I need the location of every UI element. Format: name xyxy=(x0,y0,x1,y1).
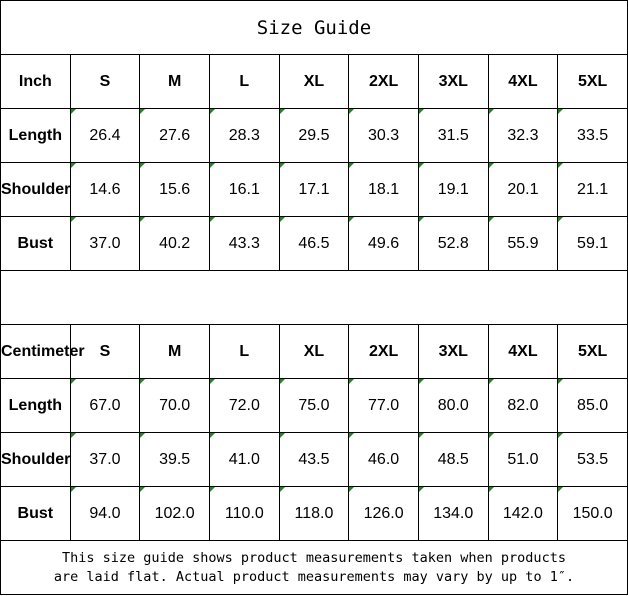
measurement-cell: 21.1 xyxy=(557,162,628,217)
size-header: 2XL xyxy=(348,54,419,109)
row-label: Length xyxy=(0,378,71,433)
footer-line-2: are laid flat. Actual product measuremen… xyxy=(53,568,575,585)
measurement-cell: 52.8 xyxy=(417,216,489,271)
measurement-cell: 33.5 xyxy=(557,108,628,163)
size-header: 2XL xyxy=(348,324,419,379)
measurement-cell: 59.1 xyxy=(557,216,628,271)
measurement-cell: 82.0 xyxy=(487,378,559,433)
table-row: Shoulder 14.6 15.6 16.1 17.1 18.1 19.1 20.1 21.1 xyxy=(0,162,628,217)
size-header: M xyxy=(139,324,210,379)
footer-line-1: This size guide shows product measuremen… xyxy=(62,549,566,566)
measurement-cell: 46.5 xyxy=(278,216,350,271)
size-guide-title: Size Guide xyxy=(0,0,628,55)
size-header: 3XL xyxy=(417,54,489,109)
measurement-cell: 39.5 xyxy=(139,432,210,487)
measurement-cell: 118.0 xyxy=(278,486,350,541)
measurement-cell: 102.0 xyxy=(139,486,210,541)
measurement-cell: 37.0 xyxy=(69,216,141,271)
measurement-cell: 27.6 xyxy=(139,108,210,163)
measurement-cell: 46.0 xyxy=(348,432,419,487)
measurement-cell: 14.6 xyxy=(69,162,141,217)
measurement-cell: 30.3 xyxy=(348,108,419,163)
spacer-row xyxy=(0,270,628,325)
measurement-cell: 28.3 xyxy=(208,108,280,163)
size-header: XL xyxy=(278,54,350,109)
measurement-cell: 150.0 xyxy=(557,486,628,541)
table-row: Bust 94.0 102.0 110.0 118.0 126.0 134.0 142.0 15… xyxy=(0,486,628,541)
unit-header: Centimeter xyxy=(0,324,85,379)
measurement-cell: 48.5 xyxy=(417,432,489,487)
blank-cell xyxy=(0,270,628,325)
measurement-cell: 31.5 xyxy=(417,108,489,163)
footer-row: This size guide shows product measuremen… xyxy=(0,540,628,595)
measurement-cell: 17.1 xyxy=(278,162,350,217)
size-header: S xyxy=(69,54,141,109)
table-row: Shoulder 37.0 39.5 41.0 43.5 46.0 48.5 51.0 53.5 xyxy=(0,432,628,487)
measurement-cell: 53.5 xyxy=(557,432,628,487)
measurement-cell: 80.0 xyxy=(417,378,489,433)
row-label: Length xyxy=(0,108,71,163)
size-header: 5XL xyxy=(557,54,628,109)
size-header: S xyxy=(69,324,141,379)
size-header: L xyxy=(208,324,280,379)
footer-note: This size guide shows product measuremen… xyxy=(0,540,628,595)
size-header: 3XL xyxy=(417,324,489,379)
measurement-cell: 15.6 xyxy=(139,162,210,217)
measurement-cell: 18.1 xyxy=(348,162,419,217)
size-header: 5XL xyxy=(557,324,628,379)
header-row: Centimeter S M L XL 2XL 3XL 4XL 5XL xyxy=(0,324,628,379)
measurement-cell: 49.6 xyxy=(348,216,419,271)
measurement-cell: 43.5 xyxy=(278,432,350,487)
measurement-cell: 43.3 xyxy=(208,216,280,271)
measurement-cell: 20.1 xyxy=(487,162,559,217)
table-row: Length 26.4 27.6 28.3 29.5 30.3 31.5 32.3 33.5 xyxy=(0,108,628,163)
size-header: L xyxy=(208,54,280,109)
size-header: XL xyxy=(278,324,350,379)
row-label: Bust xyxy=(0,216,71,271)
measurement-cell: 55.9 xyxy=(487,216,559,271)
size-header: 4XL xyxy=(487,324,559,379)
measurement-cell: 32.3 xyxy=(487,108,559,163)
measurement-cell: 134.0 xyxy=(417,486,489,541)
measurement-cell: 16.1 xyxy=(208,162,280,217)
measurement-cell: 77.0 xyxy=(348,378,419,433)
header-row: Inch S M L XL 2XL 3XL 4XL 5XL xyxy=(0,54,628,109)
measurement-cell: 75.0 xyxy=(278,378,350,433)
measurement-cell: 142.0 xyxy=(487,486,559,541)
table-row: Length 67.0 70.0 72.0 75.0 77.0 80.0 82.0 85.0 xyxy=(0,378,628,433)
measurement-cell: 29.5 xyxy=(278,108,350,163)
measurement-cell: 67.0 xyxy=(69,378,141,433)
row-label: Bust xyxy=(0,486,71,541)
table-row: Bust 37.0 40.2 43.3 46.5 49.6 52.8 55.9 59.1 xyxy=(0,216,628,271)
title-row: Size Guide xyxy=(0,0,628,55)
measurement-cell: 94.0 xyxy=(69,486,141,541)
size-header: 4XL xyxy=(487,54,559,109)
unit-header: Inch xyxy=(0,54,71,109)
measurement-cell: 41.0 xyxy=(208,432,280,487)
row-label: Shoulder xyxy=(0,432,71,487)
measurement-cell: 85.0 xyxy=(557,378,628,433)
size-header: M xyxy=(139,54,210,109)
measurement-cell: 40.2 xyxy=(139,216,210,271)
measurement-cell: 110.0 xyxy=(208,486,280,541)
measurement-cell: 37.0 xyxy=(69,432,141,487)
measurement-cell: 70.0 xyxy=(139,378,210,433)
measurement-cell: 126.0 xyxy=(348,486,419,541)
measurement-cell: 72.0 xyxy=(208,378,280,433)
measurement-cell: 51.0 xyxy=(487,432,559,487)
measurement-cell: 19.1 xyxy=(417,162,489,217)
measurement-cell: 26.4 xyxy=(69,108,141,163)
row-label: Shoulder xyxy=(0,162,71,217)
